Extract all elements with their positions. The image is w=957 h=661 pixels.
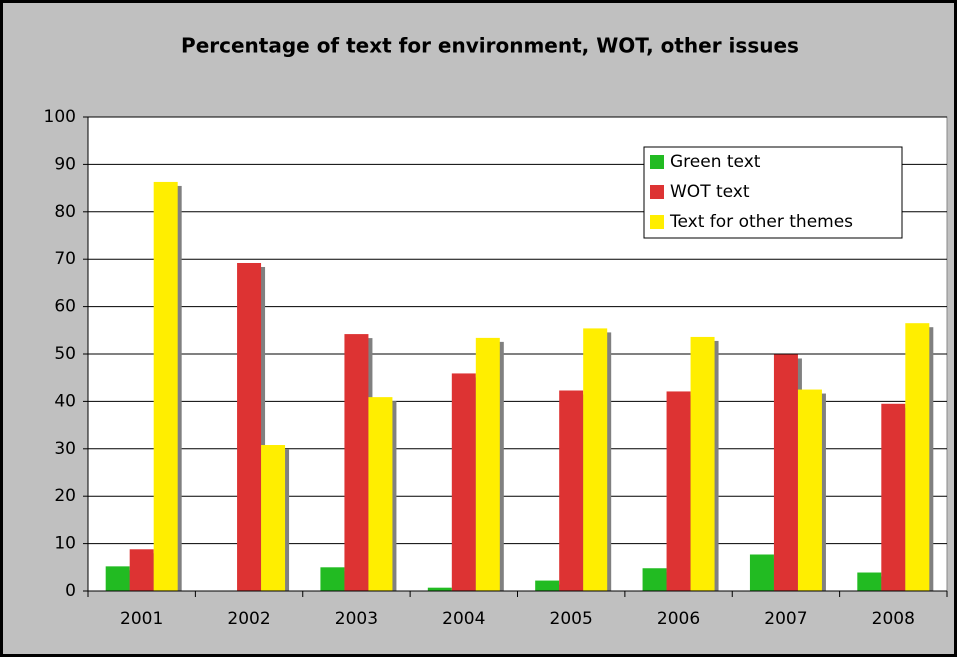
bar <box>666 391 691 591</box>
bar <box>559 390 584 591</box>
bar <box>905 323 930 591</box>
bar <box>105 566 130 591</box>
bar <box>451 373 476 591</box>
x-tick-label: 2007 <box>764 609 807 629</box>
x-tick-label: 2004 <box>442 609 485 629</box>
y-tick-label: 10 <box>54 534 76 554</box>
x-tick-label: 2001 <box>120 609 163 629</box>
bar <box>535 580 560 591</box>
bar <box>857 572 882 591</box>
legend-label: Text for other themes <box>669 212 853 232</box>
y-tick-label: 60 <box>54 297 76 317</box>
y-tick-label: 80 <box>54 202 76 222</box>
chart-title: Percentage of text for environment, WOT,… <box>181 34 799 58</box>
bar <box>344 334 369 591</box>
bar <box>797 389 822 591</box>
bar <box>690 336 715 591</box>
y-tick-label: 0 <box>65 581 76 601</box>
bar <box>881 403 906 591</box>
x-tick-label: 2003 <box>335 609 378 629</box>
legend-swatch <box>650 155 664 169</box>
y-tick-label: 100 <box>44 107 76 127</box>
bar <box>475 337 500 591</box>
y-tick-label: 40 <box>54 391 76 411</box>
x-tick-label: 2008 <box>872 609 915 629</box>
y-tick-label: 90 <box>54 154 76 174</box>
legend <box>643 146 903 239</box>
x-tick-label: 2002 <box>227 609 270 629</box>
x-tick-label: 2006 <box>657 609 700 629</box>
bar <box>237 262 262 591</box>
legend-label: WOT text <box>670 182 750 202</box>
legend-swatch <box>650 215 664 229</box>
bar <box>749 554 774 591</box>
legend-swatch <box>650 185 664 199</box>
y-tick-label: 30 <box>54 439 76 459</box>
bar <box>427 587 452 591</box>
legend-label: Green text <box>670 152 761 172</box>
x-tick-label: 2005 <box>550 609 593 629</box>
bar <box>153 181 178 592</box>
y-tick-label: 20 <box>54 486 76 506</box>
bar <box>642 568 667 591</box>
y-tick-label: 70 <box>54 249 76 269</box>
bar <box>368 397 393 591</box>
bar <box>583 328 608 591</box>
bar <box>261 445 286 591</box>
y-tick-label: 50 <box>54 344 76 364</box>
bar <box>129 549 154 591</box>
bar <box>773 354 798 591</box>
bar <box>320 567 345 591</box>
